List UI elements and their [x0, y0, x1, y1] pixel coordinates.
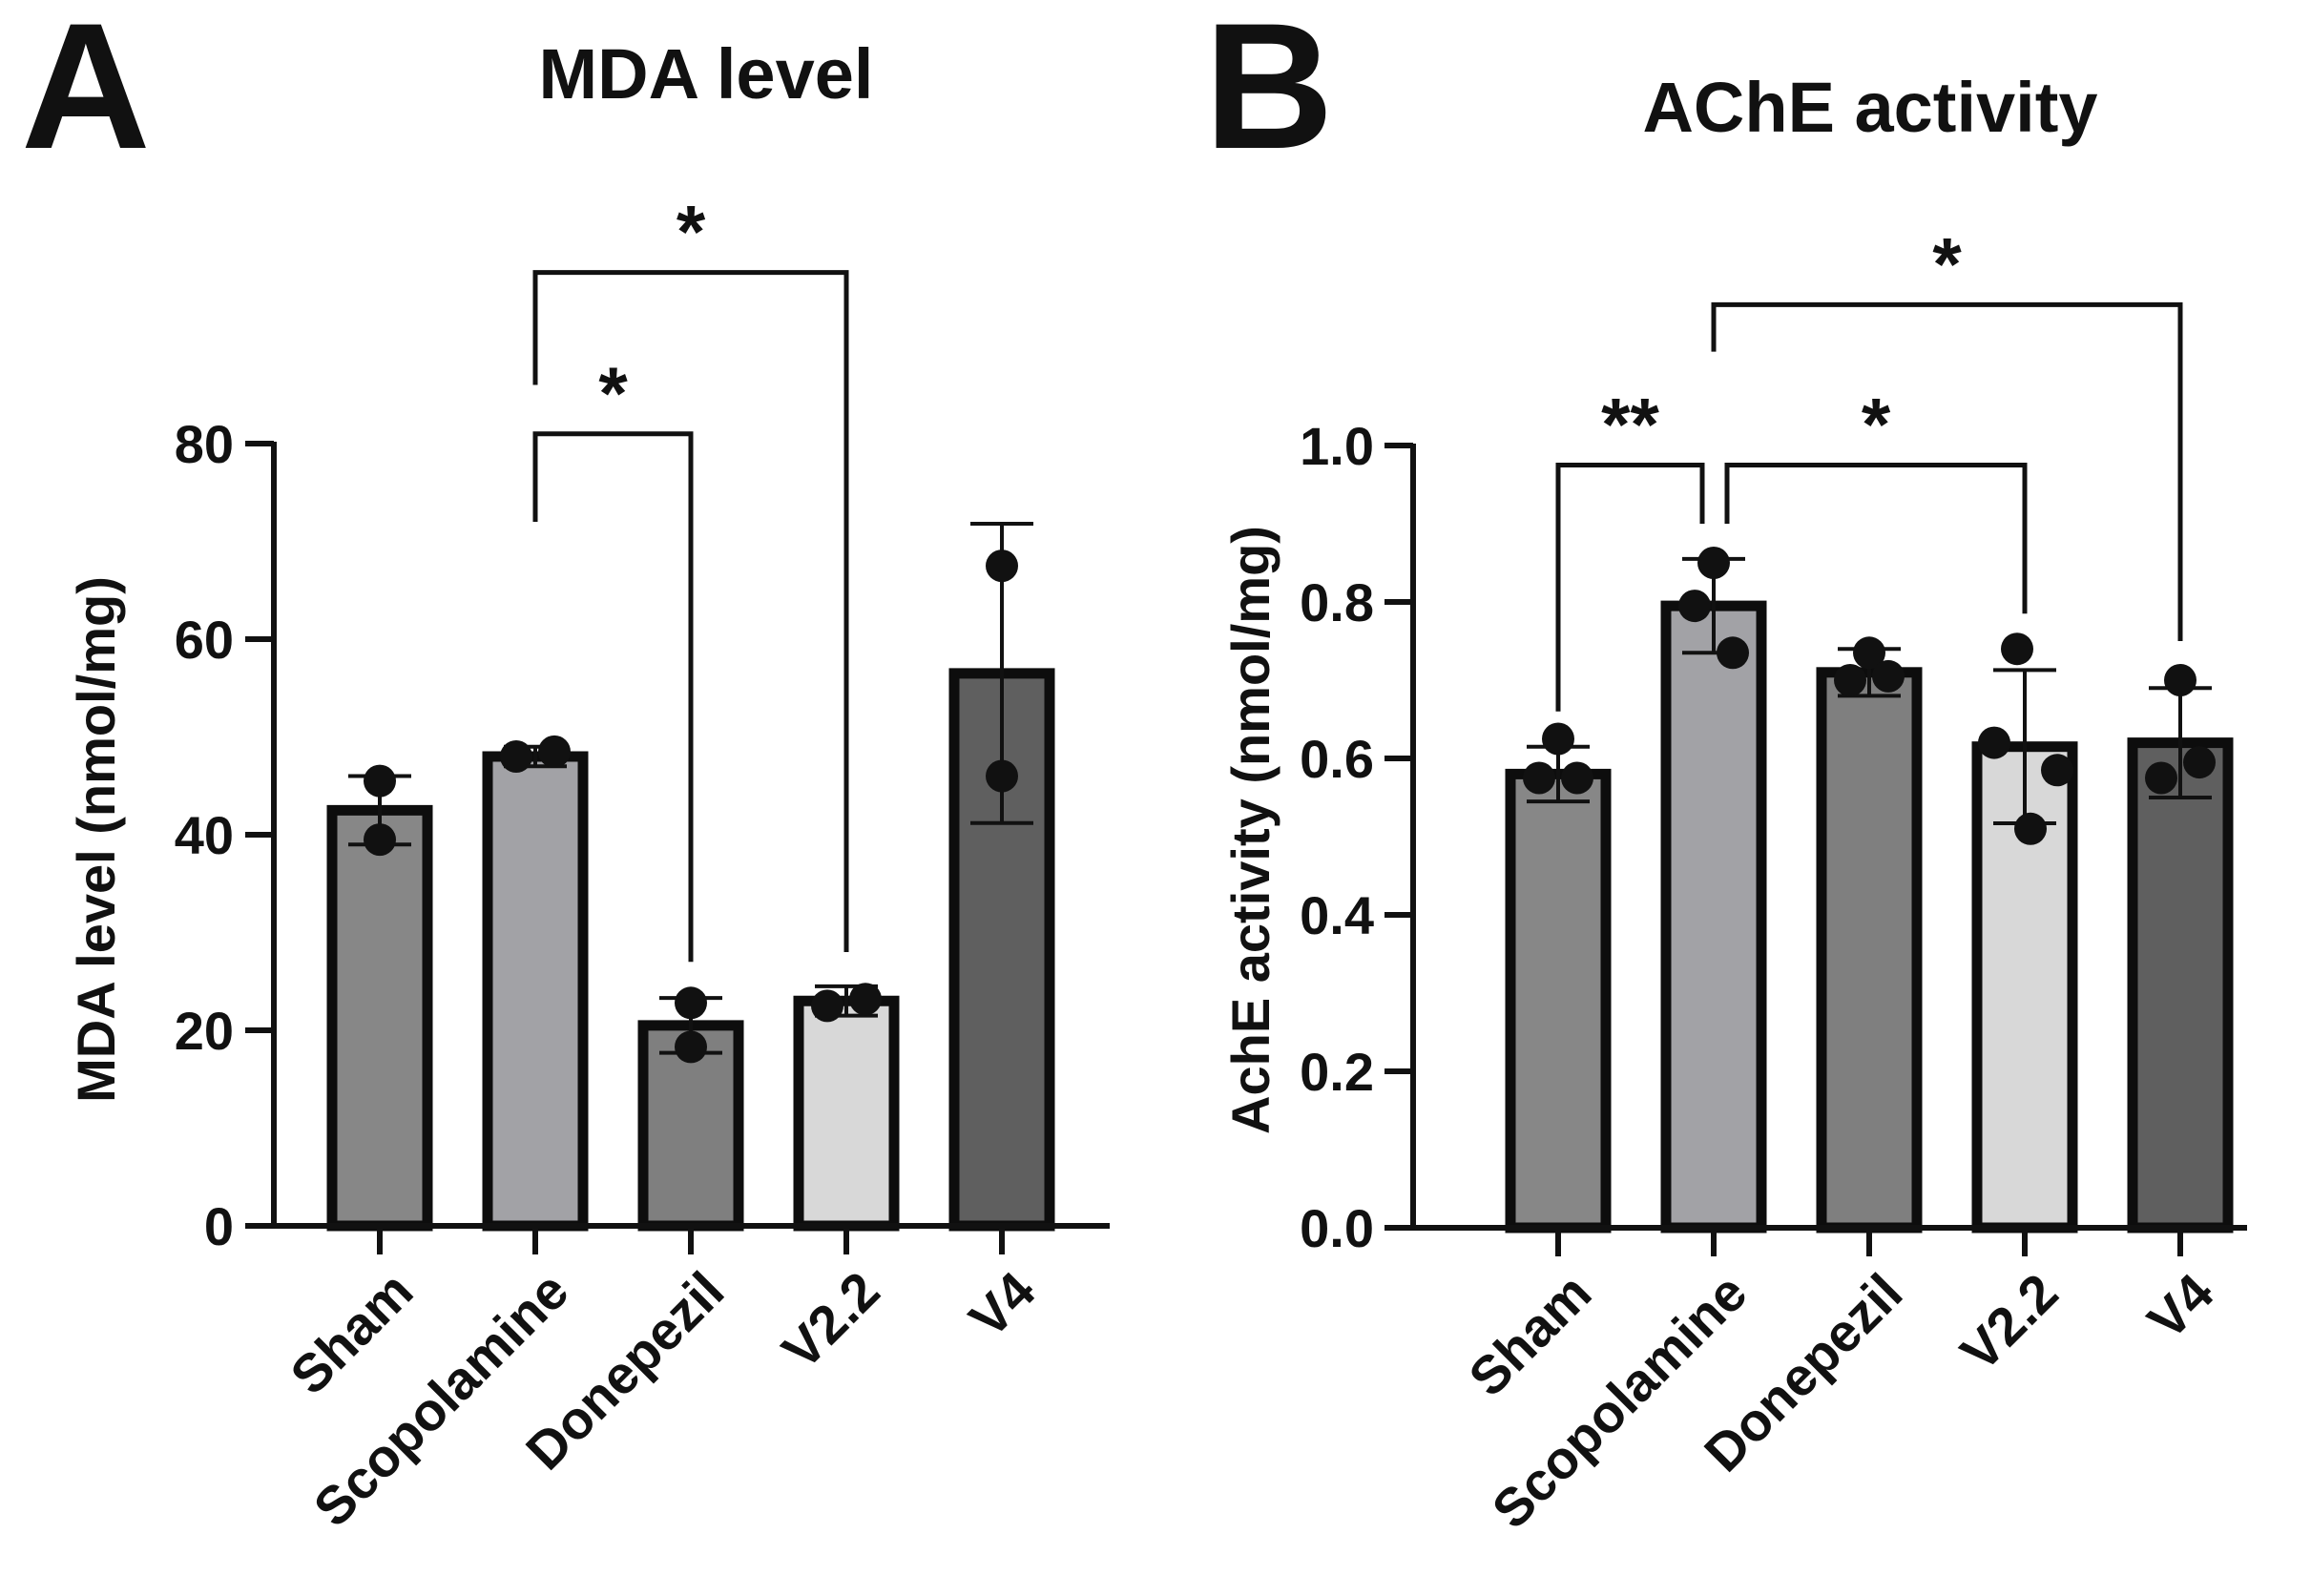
y-tick-label: 20	[175, 1001, 234, 1061]
bar-v22	[793, 995, 900, 1232]
data-point	[2014, 812, 2047, 845]
x-tick-label: V2.2	[1948, 1262, 2069, 1382]
data-point	[1717, 636, 1749, 670]
bar-sham	[1505, 768, 1612, 1233]
chart-title-b: AChE activity	[1642, 68, 2097, 147]
data-point	[2183, 746, 2216, 779]
significance-label: *	[598, 351, 628, 435]
y-tick-label: 0	[204, 1196, 234, 1256]
significance-label: *	[1932, 221, 1962, 305]
plot-area-b: 0.00.20.40.60.81.0ShamScopolamineDonepez…	[1300, 221, 2247, 1540]
x-tick-label: V2.2	[770, 1260, 890, 1380]
data-point	[364, 823, 396, 857]
bar-scopolamine	[482, 751, 589, 1232]
data-point	[1678, 590, 1711, 623]
data-point	[2001, 632, 2033, 666]
data-point	[986, 549, 1018, 583]
significance-label: **	[1601, 383, 1659, 466]
significance-bracket	[1724, 463, 2028, 614]
data-point	[849, 983, 882, 1016]
significance-bracket	[1555, 463, 1705, 712]
y-tick-label: 0.2	[1300, 1042, 1374, 1102]
data-point	[1834, 664, 1866, 696]
data-point	[1853, 636, 1885, 670]
panel-a: A MDA level MDA level (nmol/mg) 0 20 40 60 8…	[21, 0, 1110, 1538]
data-point	[364, 764, 396, 798]
significance-bracket	[532, 270, 849, 952]
significance-bracket	[1711, 301, 2183, 641]
data-point	[2145, 761, 2177, 795]
y-tick-label: 60	[175, 610, 234, 670]
bar-donepezil	[1816, 667, 1923, 1233]
x-tick-label: V4	[958, 1260, 1047, 1349]
data-point	[675, 986, 707, 1020]
data-point	[1697, 547, 1730, 579]
x-tick-label: Sham	[1457, 1262, 1602, 1407]
significance-bracket	[532, 431, 694, 963]
data-point	[811, 989, 843, 1023]
bar-scopolamine	[1660, 600, 1767, 1233]
chart-title-a: MDA level	[539, 34, 874, 114]
data-point	[1872, 659, 1905, 693]
data-point	[986, 759, 1018, 793]
bar-sham	[326, 804, 433, 1232]
data-point	[1978, 726, 2010, 759]
significance-label: *	[1862, 383, 1891, 466]
x-tick-label: V4	[2136, 1262, 2225, 1351]
y-tick-label: 1.0	[1300, 416, 1374, 476]
y-tick-label: 0.4	[1300, 885, 1374, 945]
data-point	[675, 1030, 707, 1064]
data-point	[2164, 664, 2196, 696]
y-tick-label: 0.0	[1300, 1198, 1374, 1258]
data-point	[2041, 754, 2073, 787]
panel-letter-b: B	[1204, 0, 1334, 186]
y-tick-label: 40	[175, 805, 234, 865]
y-axis-label-b: AchE activity (nmol/mg)	[1220, 526, 1280, 1134]
data-point	[500, 740, 532, 773]
significance-label: *	[677, 190, 706, 274]
data-point	[1542, 722, 1574, 756]
y-tick-label: 80	[175, 414, 234, 474]
data-point	[1561, 761, 1593, 795]
x-tick-label: Sham	[279, 1260, 424, 1405]
y-tick-label: 0.6	[1300, 729, 1374, 789]
bar-v4	[2127, 737, 2234, 1233]
y-axis-label-a: MDA level (nmol/mg)	[66, 576, 126, 1103]
data-point	[538, 735, 571, 768]
panel-b: B AChE activity AchE activity (nmol/mg) …	[1204, 0, 2247, 1540]
data-point	[1523, 761, 1555, 795]
y-tick-label: 0.8	[1300, 572, 1374, 632]
panel-letter-a: A	[21, 0, 151, 186]
